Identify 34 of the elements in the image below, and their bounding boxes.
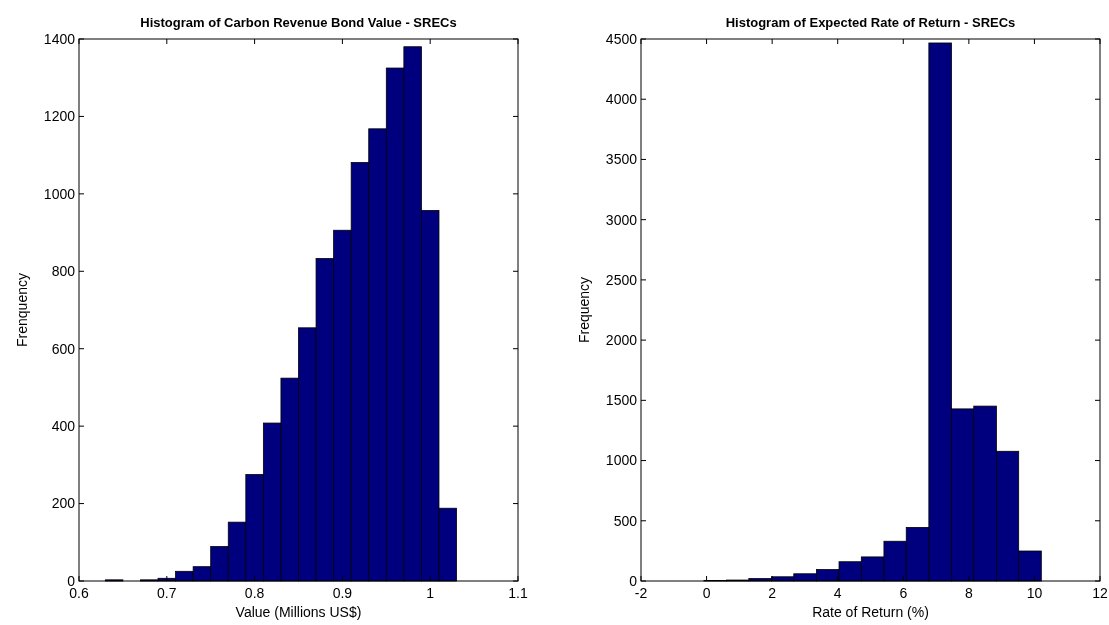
y-tick-label: 4000 [605,91,638,108]
y-tick-label: 1500 [605,392,638,409]
x-tick-label: 0.9 [332,585,353,601]
x-tick-label: 2 [768,585,777,601]
x-tick-label: 0.8 [244,585,265,601]
y-tick-label: 800 [51,263,76,280]
x-tick-label: 0 [702,585,711,601]
y-tick-label: 3000 [605,211,638,228]
chart-title: Histogram of Carbon Revenue Bond Value - SRECs [140,15,457,30]
x-axis-title: Rate of Return (%) [812,604,929,620]
y-tick-label: 1400 [43,30,76,47]
y-tick-label: 400 [51,418,76,435]
x-tick-label: 4 [833,585,842,601]
y-tick-label: 4500 [605,30,638,47]
chart-title: Histogram of Expected Rate of Return - SRECs [725,15,1016,30]
y-tick-label: 3500 [605,151,638,168]
x-tick-label: 1 [426,585,435,601]
x-tick-label: 8 [964,585,973,601]
y-tick-label: 2000 [605,332,638,349]
y-tick-label: 1200 [43,108,76,125]
x-tick-label: 6 [899,585,908,601]
y-tick-label: 500 [613,512,638,529]
y-tick-label: 1000 [43,185,76,202]
x-tick-label: 10 [1026,585,1043,601]
x-tick-label: 12 [1092,585,1108,601]
y-tick-label: 1000 [605,452,638,469]
y-axis-title: Frequency [576,276,592,344]
x-axis-title: Value (Millions US$) [235,604,362,620]
y-tick-label: 200 [51,495,76,512]
y-tick-label: 600 [51,340,76,357]
x-tick-label: 1.1 [508,585,528,601]
x-tick-label: 0.7 [157,585,177,601]
y-axis-title: Frenquency [14,273,30,347]
y-tick-label: 2500 [605,271,638,288]
